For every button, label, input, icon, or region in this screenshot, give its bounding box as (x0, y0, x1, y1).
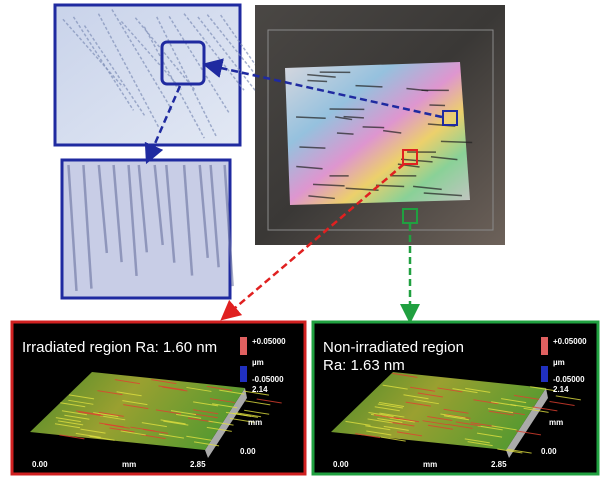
pattern-line (307, 81, 327, 82)
x-max: 2.85 (190, 460, 206, 469)
pattern-line (337, 133, 354, 134)
microscope-frame (55, 5, 240, 145)
scale-bottom: -0.05000 (252, 375, 284, 384)
x-min: 0.00 (333, 460, 349, 469)
pattern-line (363, 127, 385, 128)
scale-bottom: -0.05000 (553, 375, 585, 384)
y-min: 0.00 (541, 447, 557, 456)
y-max: 2.14 (252, 385, 268, 394)
scale-red (541, 337, 548, 355)
profile-panels: Irradiated region Ra: 1.60 nm +0.05000 µm -… (12, 322, 598, 474)
x-min: 0.00 (32, 460, 48, 469)
microscope-image (55, 5, 281, 145)
y-max: 2.14 (553, 385, 569, 394)
scale-unit: µm (252, 358, 264, 367)
scale-blue (240, 366, 247, 382)
scale-top: +0.05000 (553, 337, 587, 346)
pattern (285, 62, 470, 205)
x-unit: mm (122, 460, 136, 469)
zoom-image (62, 160, 233, 298)
scale-red (240, 337, 247, 355)
x-max: 2.85 (491, 460, 507, 469)
y-unit: mm (248, 418, 262, 427)
figure: Irradiated region Ra: 1.60 nm +0.05000 µm -… (0, 0, 605, 477)
scale-top: +0.05000 (252, 337, 286, 346)
panel-title: Ra: 1.63 nm (323, 357, 405, 374)
y-min: 0.00 (240, 447, 256, 456)
panel-title: Irradiated region Ra: 1.60 nm (22, 339, 217, 356)
scale-unit: µm (553, 358, 565, 367)
y-unit: mm (549, 418, 563, 427)
panel-title: Non-irradiated region (323, 339, 464, 356)
x-unit: mm (423, 460, 437, 469)
scale-blue (541, 366, 548, 382)
